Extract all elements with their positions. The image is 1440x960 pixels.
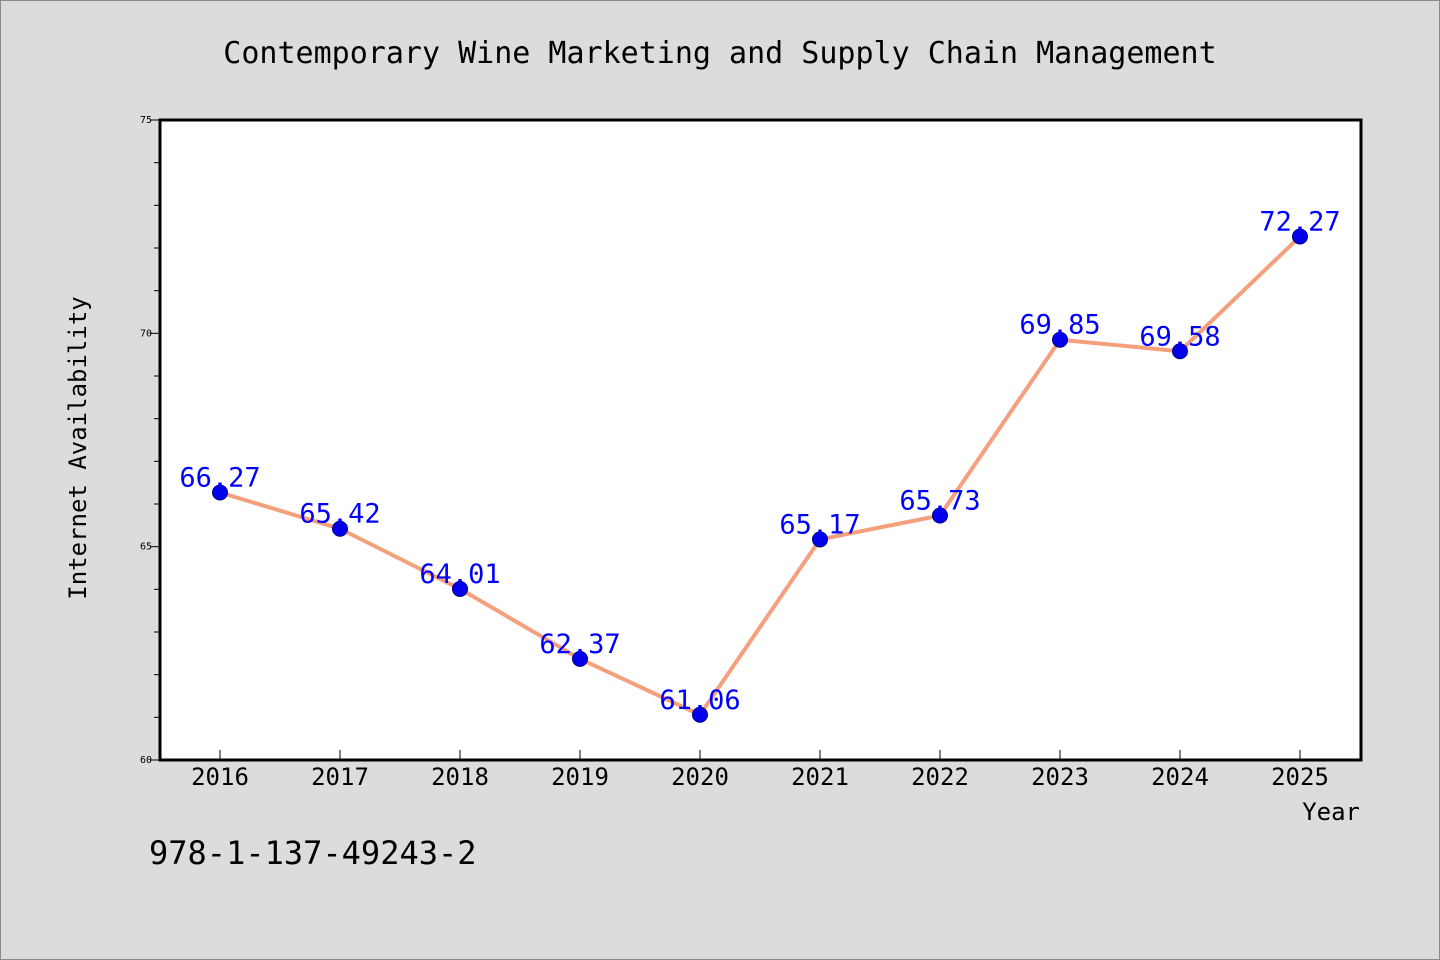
data-point-marker — [452, 580, 468, 597]
isbn-number: 978-1-137-49243-2 — [149, 834, 477, 872]
x-tick-label: 2025 — [1271, 763, 1329, 791]
data-label: 69.58 — [1139, 321, 1220, 352]
plot-border — [158, 118, 1363, 762]
data-label: 66.27 — [179, 462, 260, 493]
data-label: 64.01 — [419, 559, 500, 590]
y-tick-label: 75 — [140, 115, 152, 126]
data-point-marker — [572, 650, 588, 667]
x-axis-label: Year — [1302, 798, 1360, 826]
data-point-marker — [932, 507, 948, 524]
x-tick-label: 2016 — [191, 763, 249, 791]
data-label: 69.85 — [1019, 310, 1100, 341]
x-tick-label: 2024 — [1151, 763, 1209, 791]
plot-area — [160, 120, 1361, 760]
data-point-marker — [1292, 228, 1308, 245]
data-label: 65.42 — [299, 499, 380, 530]
data-label: 65.73 — [899, 486, 980, 517]
data-point-marker — [1052, 331, 1068, 348]
data-point-marker — [1172, 343, 1188, 360]
x-tick-label: 2021 — [791, 763, 849, 791]
x-tick-label: 2019 — [551, 763, 609, 791]
chart-title: Contemporary Wine Marketing and Supply C… — [223, 36, 1216, 71]
x-axis-tick-labels: 2016 2017 2018 2019 2020 2021 2022 2023 2024 2025 — [191, 763, 1329, 791]
data-point-marker — [812, 531, 828, 548]
x-axis-ticks — [219, 750, 1301, 760]
y-tick-label: 65 — [140, 542, 152, 553]
data-labels: 66.27 65.42 64.01 62.37 61.06 65.17 65.73 69.85… — [179, 206, 1340, 715]
x-tick-label: 2018 — [431, 763, 489, 791]
data-point-marker — [212, 484, 228, 501]
y-tick-label: 60 — [140, 755, 152, 766]
x-tick-label: 2023 — [1031, 763, 1089, 791]
x-tick-label: 2017 — [311, 763, 369, 791]
data-point-marker — [332, 520, 348, 537]
x-tick-label: 2020 — [671, 763, 729, 791]
data-label: 62.37 — [539, 629, 620, 660]
y-axis-tick-labels: 60 65 70 75 — [140, 115, 152, 766]
series-line — [218, 234, 1302, 717]
y-tick-label: 70 — [140, 328, 152, 339]
series-markers — [212, 228, 1308, 723]
x-tick-label: 2022 — [911, 763, 969, 791]
y-axis-label: Internet Availability — [64, 296, 92, 599]
data-label: 65.17 — [779, 509, 860, 540]
data-label: 61.06 — [659, 685, 740, 716]
data-point-marker — [692, 706, 708, 723]
data-label: 72.27 — [1259, 206, 1340, 237]
